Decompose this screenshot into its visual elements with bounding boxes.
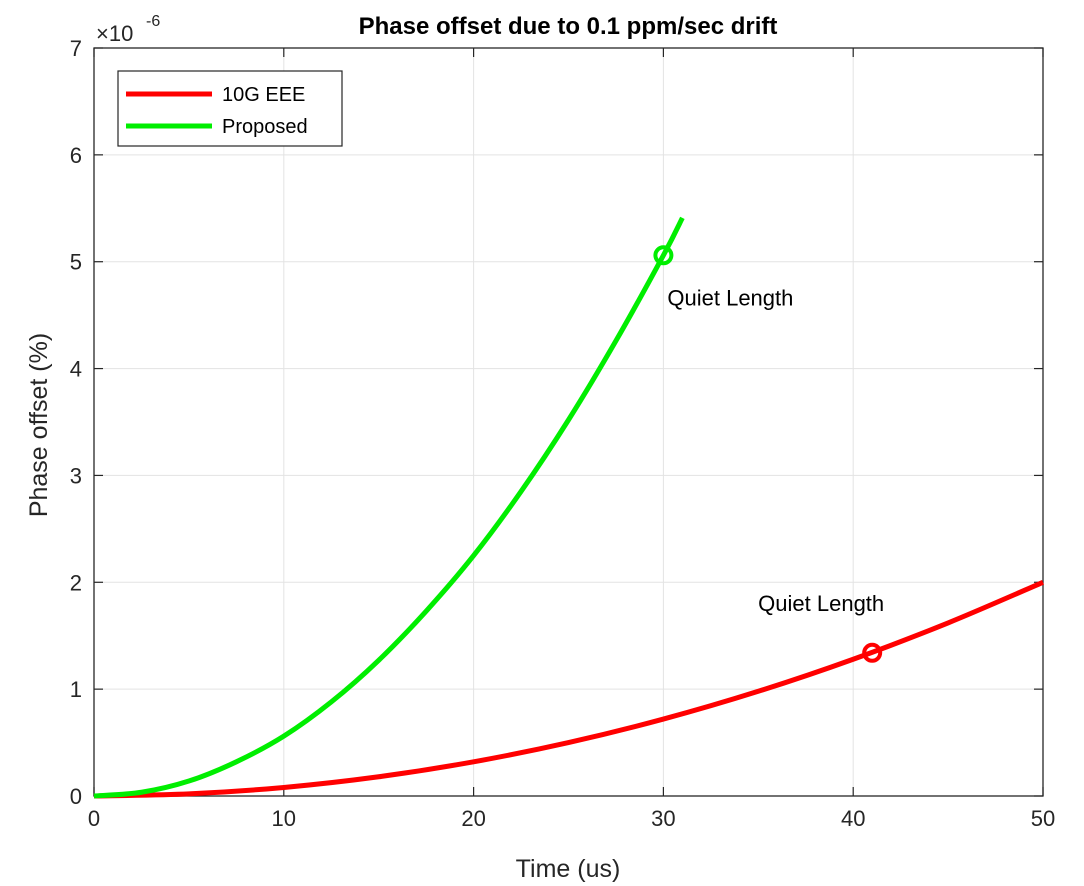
y-exponent-base: ×10 bbox=[96, 21, 133, 46]
legend-label-proposed: Proposed bbox=[222, 116, 308, 138]
annotations: Quiet Length Quiet Length bbox=[667, 285, 884, 616]
series-lines bbox=[93, 216, 1044, 799]
annotation-quiet-length-proposed: Quiet Length bbox=[667, 285, 793, 310]
y-exponent: ×10 -6 bbox=[96, 13, 160, 46]
y-axis-label: Phase offset (%) bbox=[25, 333, 53, 517]
y-exponent-power: -6 bbox=[146, 13, 160, 30]
plot-area bbox=[93, 47, 1044, 797]
y-tick-label: 4 bbox=[70, 357, 82, 382]
x-tick-label: 10 bbox=[272, 806, 296, 831]
markers bbox=[653, 245, 883, 663]
x-tick-label: 50 bbox=[1031, 806, 1055, 831]
legend-label-10g-eee: 10G EEE bbox=[222, 84, 305, 106]
series-line-proposed bbox=[93, 216, 685, 799]
chart-title: Phase offset due to 0.1 ppm/sec drift bbox=[359, 13, 778, 40]
annotation-quiet-length-10g-eee: Quiet Length bbox=[758, 591, 884, 616]
y-tick-label: 6 bbox=[70, 143, 82, 168]
x-tick-label: 0 bbox=[88, 806, 100, 831]
legend: 10G EEE Proposed bbox=[117, 70, 343, 147]
grid bbox=[94, 48, 1043, 796]
x-tick-label: 40 bbox=[841, 806, 865, 831]
x-tick-label: 20 bbox=[461, 806, 485, 831]
y-tick-label: 2 bbox=[70, 570, 82, 595]
y-tick-label: 3 bbox=[70, 463, 82, 488]
legend-box bbox=[117, 70, 343, 147]
y-tick-label: 1 bbox=[70, 677, 82, 702]
y-tick-label: 5 bbox=[70, 250, 82, 275]
ticks: 0 10 20 30 40 50 0 1 2 3 4 5 6 7 bbox=[70, 36, 1055, 831]
y-tick-label: 0 bbox=[70, 784, 82, 809]
y-tick-label: 7 bbox=[70, 36, 82, 61]
x-axis-label: Time (us) bbox=[516, 855, 621, 883]
marker-10g-eee bbox=[862, 642, 883, 663]
marker-proposed bbox=[653, 245, 674, 266]
series-line-10g-eee bbox=[93, 579, 1044, 799]
x-tick-label: 30 bbox=[651, 806, 675, 831]
